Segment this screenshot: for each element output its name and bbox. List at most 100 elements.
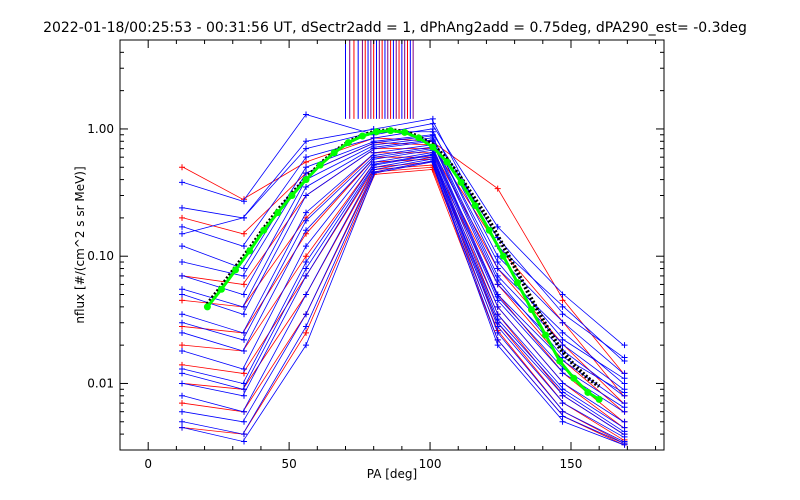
blue-spectrum-point: [303, 154, 310, 161]
blue-spectrum-point: [303, 323, 310, 330]
blue-spectrum-point: [303, 145, 310, 152]
blue-spectrum-point: [303, 192, 310, 199]
green-fit-point: [274, 209, 282, 217]
plot-frame: [119, 39, 665, 451]
red-spectrum-point: [179, 214, 186, 221]
blue-spectrum-point: [303, 259, 310, 266]
blue-spectrum-point: [179, 259, 186, 266]
blue-spectrum-point: [303, 209, 310, 216]
blue-spectrum-point: [559, 342, 566, 349]
blue-spectrum-point: [179, 223, 186, 230]
blue-spectrum-point: [179, 272, 186, 279]
blue-spectrum-point: [179, 243, 186, 250]
blue-spectrum-point: [370, 161, 377, 168]
blue-spectrum-point: [429, 136, 436, 143]
blue-spectrum-point: [241, 431, 248, 438]
x-tick-label: 50: [281, 457, 296, 471]
blue-spectrum-point: [241, 438, 248, 445]
green-fit-point: [387, 127, 395, 135]
blue-spectrum-line: [183, 148, 624, 413]
blue-spectrum-point: [303, 111, 310, 118]
blue-spectrum-point: [179, 408, 186, 415]
blue-spectrum-point: [303, 243, 310, 250]
blue-spectrum-point: [241, 386, 248, 393]
green-fit-point: [260, 226, 268, 234]
blue-spectrum-point: [241, 365, 248, 372]
blue-spectrum-point: [559, 418, 566, 425]
green-fit-point: [302, 176, 310, 184]
blue-spectrum-point: [559, 291, 566, 298]
blue-spectrum-point: [179, 370, 186, 377]
blue-spectrum-point: [241, 311, 248, 318]
blue-spectrum-point: [241, 418, 248, 425]
blue-spectrum-line: [183, 137, 624, 390]
blue-spectrum-line: [183, 139, 624, 393]
blue-spectrum-point: [494, 316, 501, 323]
blue-spectrum-point: [303, 217, 310, 224]
blue-spectrum-point: [179, 418, 186, 425]
blue-spectrum-point: [559, 380, 566, 387]
green-fit-point: [443, 158, 451, 166]
blue-spectrum-point: [559, 319, 566, 326]
green-fit-point: [471, 202, 479, 210]
chart-title: 2022-01-18/00:25:53 - 00:31:56 UT, dSect…: [43, 20, 747, 36]
green-fit-point: [344, 139, 352, 147]
blue-spectrum-point: [303, 265, 310, 272]
green-fit-point: [457, 178, 465, 186]
green-fit-point: [584, 388, 592, 396]
blue-spectrum-point: [241, 347, 248, 354]
x-tick-label: 0: [144, 457, 152, 471]
blue-spectrum-point: [494, 329, 501, 336]
axes: 0 50 100 150 0.01 0.10 1.00: [87, 39, 664, 471]
green-fit-point: [232, 266, 240, 274]
blue-spectrum-point: [179, 380, 186, 387]
blue-spectrum-line: [183, 160, 624, 444]
blue-spectrum-point: [241, 198, 248, 205]
blue-spectrum-point: [494, 342, 501, 349]
blue-spectrum-point: [429, 151, 436, 158]
blue-spectrum-point: [179, 347, 186, 354]
vertical-markers: [344, 40, 414, 119]
blue-spectrum-point: [303, 272, 310, 279]
blue-spectrum-point: [241, 329, 248, 336]
blue-spectrum-line: [183, 156, 624, 438]
y-axis-label: nflux [#/(cm^2 s sr MeV)]: [73, 166, 87, 323]
blue-spectrum-point: [179, 204, 186, 211]
green-fit-point: [330, 149, 338, 157]
green-fit-point: [288, 191, 296, 199]
green-fit-point: [401, 128, 409, 136]
blue-spectrum-point: [494, 223, 501, 230]
blue-spectrum-point: [621, 354, 628, 361]
blue-spectrum-point: [494, 253, 501, 260]
y-tick-label: 0.01: [87, 376, 114, 390]
blue-spectrum-line: [182, 134, 624, 384]
blue-spectrum-point: [559, 400, 566, 407]
blue-spectrum-point: [241, 392, 248, 399]
y-tick-label: 1.00: [87, 122, 114, 136]
green-fit-point: [542, 331, 550, 339]
blue-spectrum-line: [183, 158, 624, 442]
green-fit-point: [415, 134, 423, 142]
x-tick-label: 100: [419, 457, 442, 471]
blue-spectrum-point: [303, 227, 310, 234]
red-spectrum-point: [179, 164, 186, 171]
blue-spectrum-point: [370, 144, 377, 151]
blue-spectrum-point: [179, 392, 186, 399]
green-fit-point: [485, 226, 493, 234]
blue-spectrum-line: [183, 135, 624, 379]
blue-spectrum-point: [559, 311, 566, 318]
green-fit-point: [528, 306, 536, 314]
blue-spectrum-point: [179, 319, 186, 326]
blue-spectrum-point: [303, 183, 310, 190]
blue-spectrum-line: [183, 161, 624, 446]
blue-spectrum-point: [179, 291, 186, 298]
blue-spectrum-point: [303, 342, 310, 349]
blue-spectrum-line: [183, 154, 624, 432]
blue-spectrum-point: [559, 329, 566, 336]
blue-spectrum-point: [429, 115, 436, 122]
red-spectrum-point: [303, 253, 310, 260]
green-fit-point: [499, 252, 507, 260]
blue-spectrum-line: [183, 144, 624, 404]
blue-spectrum-point: [370, 170, 377, 177]
green-fit-point: [429, 143, 437, 151]
